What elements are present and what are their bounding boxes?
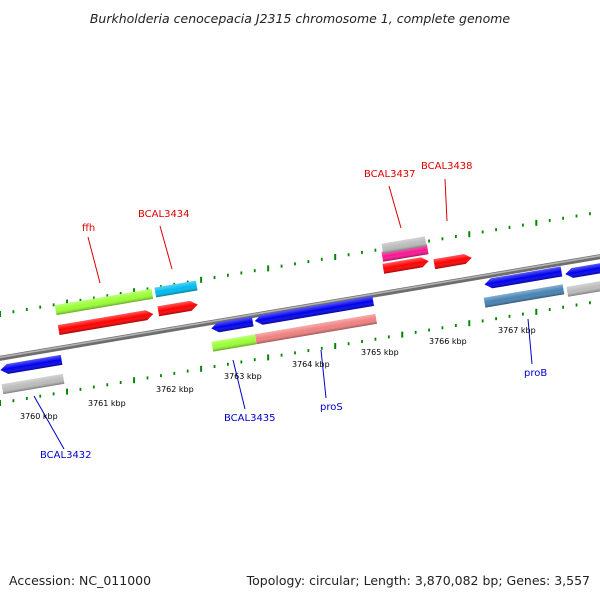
scale-label-kbp: 3761 kbp [88,399,126,408]
prob-leader [527,318,533,365]
prob-reverse-cds[interactable] [484,266,563,290]
bcal3437-cog-bar[interactable] [381,244,429,262]
bcal3437-secondary-bar[interactable] [381,236,427,254]
ffh-forward-cds[interactable] [57,309,154,335]
bcal3434-leader [159,225,173,270]
scale-label-kbp: 3763 kbp [224,372,262,381]
gene-label-bcal3432[interactable]: BCAL3432 [40,450,92,461]
next-cog-bar[interactable] [566,279,600,297]
scale-label-kbp: 3760 kbp [20,412,58,421]
gene-label-bcal3437[interactable]: BCAL3437 [364,169,416,180]
bcal3435-cog-bar[interactable] [211,334,257,352]
scale-label-kbp: 3765 kbp [361,348,399,357]
bcal3434-cog-bar[interactable] [154,280,198,298]
pros-cog-bar[interactable] [255,313,377,345]
genome-backbone [0,254,600,361]
bcal3432-reverse-cds[interactable] [0,354,63,375]
gene-label-bcal3435[interactable]: BCAL3435 [224,413,276,424]
bcal3437-leader [388,185,402,229]
gene-label-bcal3438[interactable]: BCAL3438 [421,161,473,172]
ffh-cog-bar[interactable] [54,288,154,316]
gene-label-prob[interactable]: proB [524,368,547,379]
bcal3437-forward-cds[interactable] [382,256,429,274]
gene-label-ffh[interactable]: ffh [82,223,95,234]
pros-reverse-cds[interactable] [254,296,374,326]
bcal3432-cog-bar[interactable] [1,373,65,395]
bcal3435-reverse-cds[interactable] [210,316,254,334]
bcal3432-leader [33,395,65,450]
bcal3438-leader [444,178,448,222]
map-title: Burkholderia cenocepacia J2315 chromosom… [90,11,511,26]
gene-labels: ffh BCAL3434 BCAL3437 BCAL3438 BCAL3432 BCAL3… [40,161,547,461]
bcal3438-forward-cds[interactable] [433,253,472,270]
scale-label-kbp: 3762 kbp [156,385,194,394]
accession-text: Accession: NC_011000 [9,573,152,588]
label-leader-lines [33,178,533,450]
scale-label-kbp: 3764 kbp [292,360,330,369]
scale-label-kbp: 3767 kbp [498,326,536,335]
scale-label-kbp: 3766 kbp [429,337,467,346]
genome-summary-text: Topology: circular; Length: 3,870,082 bp… [246,573,590,588]
kbp-scale-labels: 3760 kbp 3761 kbp 3762 kbp 3763 kbp 3764 kbp… [20,326,536,421]
bcal3434-forward-cds[interactable] [157,300,198,317]
gene-label-bcal3434[interactable]: BCAL3434 [138,209,190,220]
pros-leader [320,349,327,399]
next-reverse-cds[interactable] [565,260,600,279]
gene-features [0,236,600,395]
bottom-tick-track [0,301,591,406]
gene-label-pros[interactable]: proS [320,402,343,413]
ffh-leader [87,236,101,284]
bcal3435-leader [232,359,246,410]
prob-cog-bar[interactable] [483,284,565,308]
